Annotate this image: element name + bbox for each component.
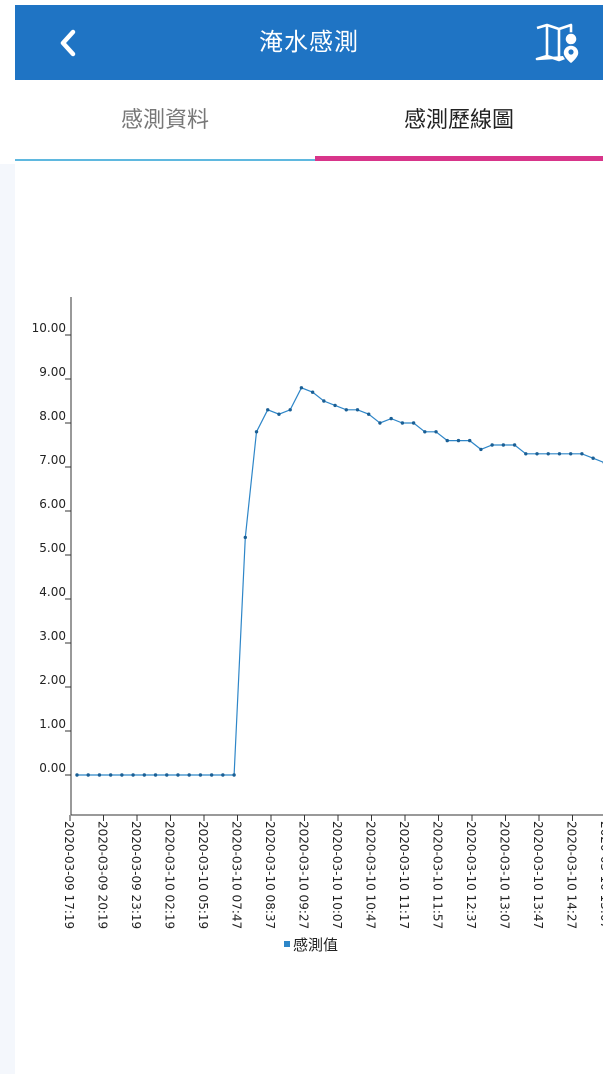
data-point (232, 773, 236, 777)
x-tick-label: 2020-03-09 20:19 (96, 821, 110, 929)
y-tick-label: 6.00 (39, 497, 66, 511)
map-pin-icon[interactable] (533, 21, 579, 65)
data-point (97, 773, 102, 777)
x-tick-label: 2020-03-10 13:47 (531, 821, 545, 929)
data-point (310, 390, 315, 394)
data-point (468, 438, 472, 443)
data-point (75, 773, 79, 777)
back-chevron-icon[interactable] (53, 27, 83, 59)
x-tick-label: 2020-03-10 15:07 (598, 821, 603, 929)
data-point (378, 421, 382, 425)
x-tick-label: 2020-03-10 10:47 (364, 821, 378, 929)
data-point (277, 412, 281, 416)
data-point (535, 452, 539, 456)
y-tick-label: 5.00 (39, 541, 66, 555)
data-point (153, 773, 158, 777)
data-point (344, 408, 348, 412)
data-point (187, 773, 191, 777)
data-point (142, 773, 147, 777)
data-point (198, 773, 203, 777)
data-point (423, 430, 427, 434)
y-tick-label: 2.00 (39, 673, 66, 687)
data-point (445, 438, 449, 443)
x-tick-label: 2020-03-10 07:47 (230, 821, 244, 929)
data-point (86, 773, 90, 777)
data-point (546, 452, 550, 456)
data-point (367, 412, 371, 416)
data-point (355, 408, 360, 412)
data-point (456, 438, 461, 443)
data-point (490, 443, 494, 447)
data-point (221, 773, 225, 777)
y-tick-label: 9.00 (39, 365, 66, 379)
data-point (557, 452, 562, 456)
data-point (176, 773, 180, 777)
data-point (400, 421, 405, 425)
tab-sensor-data[interactable]: 感測資料 (120, 108, 209, 133)
data-point (243, 535, 247, 540)
data-point (108, 773, 113, 777)
data-point (254, 430, 259, 434)
data-point (512, 443, 517, 447)
y-tick-label: 7.00 (39, 453, 66, 467)
x-tick-label: 2020-03-10 13:07 (498, 821, 512, 929)
x-tick-label: 2020-03-10 11:17 (397, 821, 411, 929)
data-point (434, 430, 438, 434)
data-point (266, 408, 270, 412)
data-point (568, 452, 573, 456)
legend-label: 感測值 (293, 936, 338, 954)
x-tick-label: 2020-03-10 10:07 (330, 821, 344, 929)
data-point (299, 386, 304, 390)
data-point (411, 421, 416, 425)
y-tick-label: 0.00 (39, 761, 66, 775)
data-point (165, 773, 169, 777)
data-point (333, 403, 337, 408)
tab-bar: 感測資料 感測歷線圖 (15, 80, 603, 164)
data-point (131, 773, 135, 777)
x-tick-label: 2020-03-09 17:19 (62, 821, 76, 929)
data-point (524, 452, 528, 456)
x-tick-label: 2020-03-09 23:19 (129, 821, 143, 929)
data-point (479, 447, 483, 452)
x-tick-label: 2020-03-10 09:27 (297, 821, 311, 929)
y-tick-label: 10.00 (32, 321, 66, 335)
x-tick-label: 2020-03-10 11:57 (431, 821, 445, 929)
x-tick-label: 2020-03-10 08:37 (263, 821, 277, 929)
page-edge (0, 164, 15, 1074)
data-point (591, 456, 595, 460)
tab-divider (15, 159, 315, 161)
data-point (288, 408, 292, 412)
x-tick-label: 2020-03-10 05:19 (196, 821, 210, 929)
app-header: 淹水感測 (15, 5, 603, 80)
data-point (389, 416, 393, 421)
y-tick-label: 8.00 (39, 409, 66, 423)
y-tick-label: 3.00 (39, 629, 66, 643)
x-tick-label: 2020-03-10 12:37 (464, 821, 478, 929)
page-title: 淹水感測 (259, 28, 359, 56)
y-tick-label: 4.00 (39, 585, 66, 599)
series-line (77, 387, 603, 776)
data-point (120, 773, 124, 777)
data-point (322, 399, 326, 403)
x-tick-label: 2020-03-10 14:27 (565, 821, 579, 929)
tab-sensor-chart[interactable]: 感測歷線圖 (403, 108, 514, 133)
data-point (209, 773, 214, 777)
data-point (580, 452, 584, 456)
y-tick-label: 1.00 (39, 717, 66, 731)
data-point (501, 443, 506, 447)
legend-swatch (284, 941, 290, 947)
active-tab-indicator (315, 156, 603, 161)
x-tick-label: 2020-03-10 02:19 (163, 821, 177, 929)
